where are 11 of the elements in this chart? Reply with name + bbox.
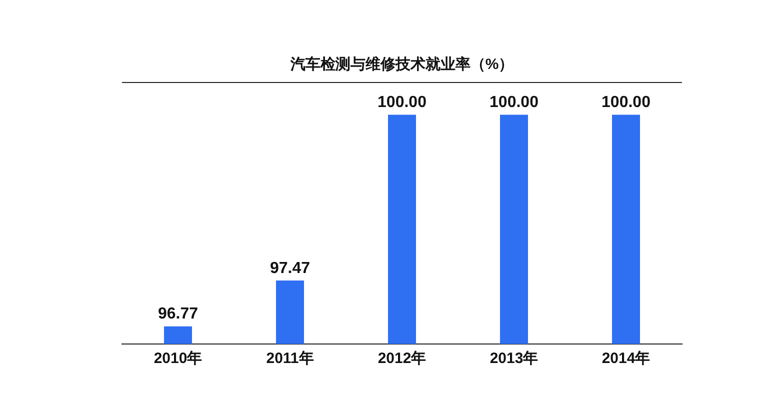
chart-title: 汽车检测与维修技术就业率（%）	[289, 55, 514, 74]
data-label: 96.77	[158, 306, 198, 323]
x-tick-label: 2012年	[378, 350, 426, 368]
data-label: 100.00	[490, 94, 539, 112]
data-label: 97.47	[270, 260, 310, 277]
x-tick-label: 2011年	[266, 350, 314, 368]
data-label: 100.00	[602, 94, 651, 112]
data-label: 100.00	[378, 94, 427, 112]
x-tick-label: 2014年	[602, 350, 650, 368]
x-tick-label: 2010年	[154, 350, 202, 368]
x-tick-label: 2013年	[490, 350, 538, 368]
